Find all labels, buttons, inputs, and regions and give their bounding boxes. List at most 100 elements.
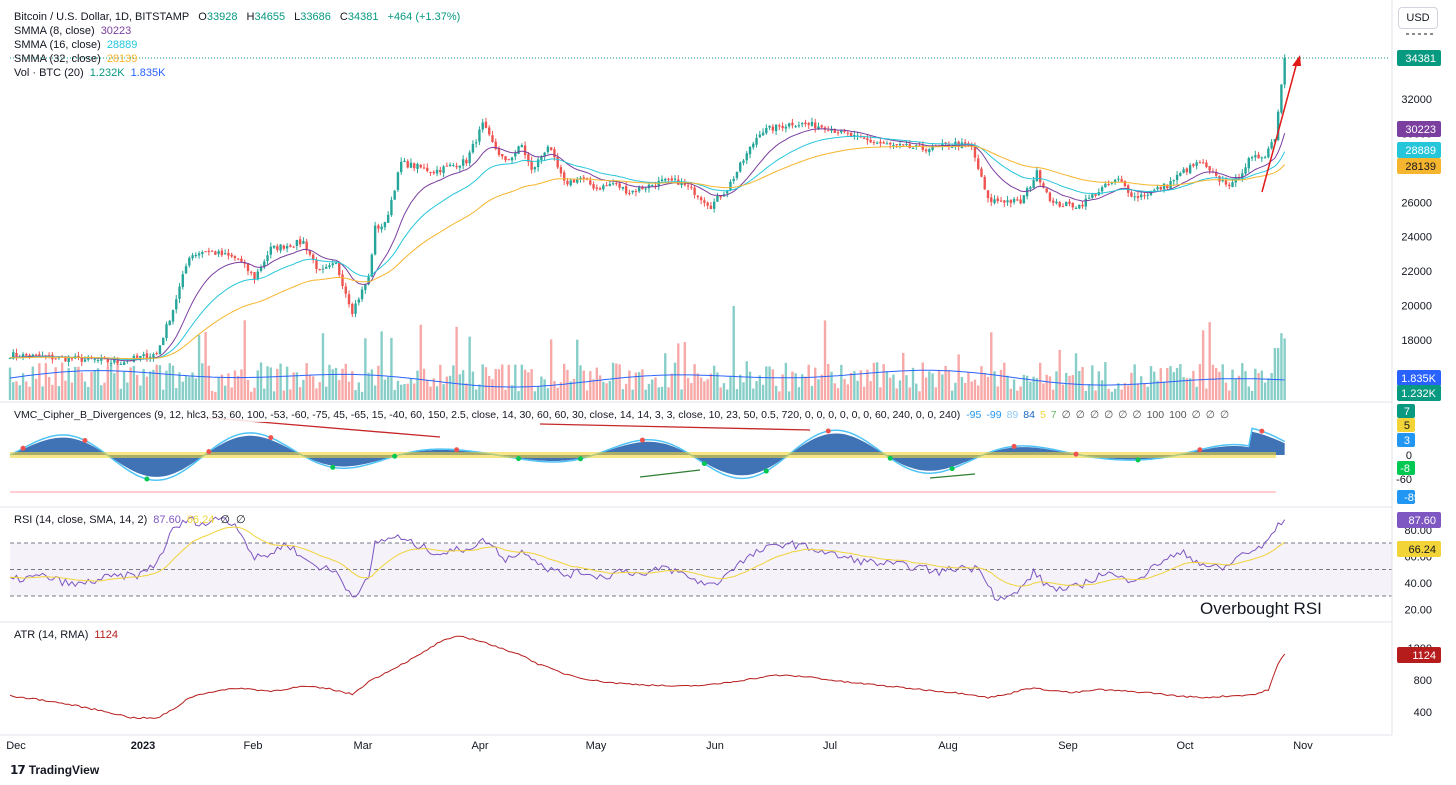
candle-body xyxy=(699,197,703,201)
candle-body xyxy=(1149,191,1153,195)
volume-bar xyxy=(442,384,445,400)
candle-body xyxy=(836,132,840,134)
volume-bar xyxy=(266,366,269,400)
volume-bar xyxy=(546,388,550,400)
volume-bar xyxy=(194,378,198,400)
volume-bar xyxy=(866,369,869,400)
currency-button[interactable]: USD xyxy=(1398,7,1438,29)
volume-bar xyxy=(207,365,211,400)
volume-bar xyxy=(113,373,116,400)
volume-bar xyxy=(644,389,647,400)
smma16-legend[interactable]: SMMA (16, close) 28889 xyxy=(14,38,143,52)
volume-bar xyxy=(872,362,876,400)
candle-body xyxy=(1172,180,1176,182)
vmc-legend-value: 7 xyxy=(1050,409,1057,421)
candle-body xyxy=(664,178,667,181)
volume-bar xyxy=(618,364,621,400)
candle-body xyxy=(1175,174,1179,181)
candle-body xyxy=(781,125,784,129)
volume-bar xyxy=(158,365,162,400)
candle-body xyxy=(504,156,507,161)
candle-body xyxy=(905,143,908,145)
smma8-legend[interactable]: SMMA (8, close) 30223 xyxy=(14,24,137,38)
candle-body xyxy=(814,122,817,129)
candle-body xyxy=(113,359,116,363)
volume-bar xyxy=(57,386,61,400)
volume-bar xyxy=(1244,371,1247,400)
volume-bar xyxy=(810,385,814,400)
candle-body xyxy=(549,147,553,150)
volume-bar xyxy=(1188,378,1192,400)
vmc-cross-dot xyxy=(763,468,769,474)
vmc-cross-dot xyxy=(578,456,583,462)
candle-body xyxy=(217,251,220,255)
candle-body xyxy=(977,158,980,169)
volume-bar xyxy=(364,338,367,400)
candle-body xyxy=(256,271,259,280)
volume-bar xyxy=(892,374,895,400)
volume-bar xyxy=(1048,376,1052,400)
volume-bar xyxy=(152,369,155,400)
vmc-cross-dot xyxy=(268,435,274,441)
price-tag-bg xyxy=(1397,121,1441,137)
candle-body xyxy=(354,303,357,314)
candle-body xyxy=(422,167,426,169)
volume-bar xyxy=(1218,371,1221,400)
volume-bar xyxy=(171,365,175,400)
candle-body xyxy=(266,255,269,261)
candle-body xyxy=(373,225,377,255)
atr-legend[interactable]: ATR (14, RMA) 1124 xyxy=(14,628,124,642)
tradingview-branding[interactable]: 𝟭𝟳 TradingView xyxy=(10,763,99,777)
candle-body xyxy=(1201,162,1205,164)
candle-body xyxy=(380,226,383,230)
candle-body xyxy=(269,246,272,255)
candle-body xyxy=(527,154,530,162)
volume-bar xyxy=(1071,375,1074,400)
candle-body xyxy=(706,202,709,206)
volume-bar xyxy=(383,379,387,400)
volume-bar xyxy=(142,368,145,400)
candle-body xyxy=(735,171,739,178)
candle-body xyxy=(246,263,250,272)
smma32-legend[interactable]: SMMA (32, close) 28139 xyxy=(14,52,143,66)
volume-bar xyxy=(321,333,325,400)
candle-body xyxy=(748,146,752,155)
candle-body xyxy=(400,161,403,173)
trend-arrow-head xyxy=(1292,55,1301,66)
volume-bar xyxy=(201,363,204,400)
volume-bar xyxy=(696,373,700,400)
candle-body xyxy=(77,355,80,358)
symbol-legend[interactable]: Bitcoin / U.S. Dollar, 1D, BITSTAMP O339… xyxy=(14,10,466,24)
candle-body xyxy=(321,268,325,270)
volume-tag-bg xyxy=(1397,385,1441,401)
volume-bar xyxy=(1042,383,1045,400)
volume-bar xyxy=(259,362,263,400)
volume-bar xyxy=(184,375,188,400)
vmc-legend[interactable]: VMC_Cipher_B_Divergences (9, 12, hlc3, 5… xyxy=(14,408,1241,422)
volume-bar xyxy=(963,382,967,400)
volume-bar xyxy=(220,374,224,400)
volume-bar xyxy=(1231,369,1234,400)
candle-body xyxy=(223,253,227,255)
volume-bar xyxy=(543,379,546,400)
rsi-legend[interactable]: RSI (14, close, SMA, 14, 2) 87.60 66.24 ∅ ∅ xyxy=(14,513,252,527)
candle-body xyxy=(879,141,882,144)
candle-body xyxy=(168,320,171,326)
candle-body xyxy=(729,181,732,191)
candle-body xyxy=(716,195,719,202)
rsi-na-2: ∅ xyxy=(235,514,246,526)
volume-bar xyxy=(820,374,823,400)
volume-bar xyxy=(386,376,390,400)
volume-bar xyxy=(109,364,113,400)
volume-bar xyxy=(77,366,80,400)
candle-body xyxy=(152,354,155,358)
candle-body xyxy=(1123,180,1127,187)
volume-bar xyxy=(191,372,194,400)
candle-body xyxy=(315,260,318,270)
price-tick-label: 32000 xyxy=(1401,94,1432,106)
volume-bar xyxy=(905,375,908,400)
volume-legend[interactable]: Vol · BTC (20) 1.232K 1.835K xyxy=(14,66,171,80)
volume-bar xyxy=(719,387,722,400)
volume-bar xyxy=(667,387,670,400)
candle-body xyxy=(712,201,716,209)
